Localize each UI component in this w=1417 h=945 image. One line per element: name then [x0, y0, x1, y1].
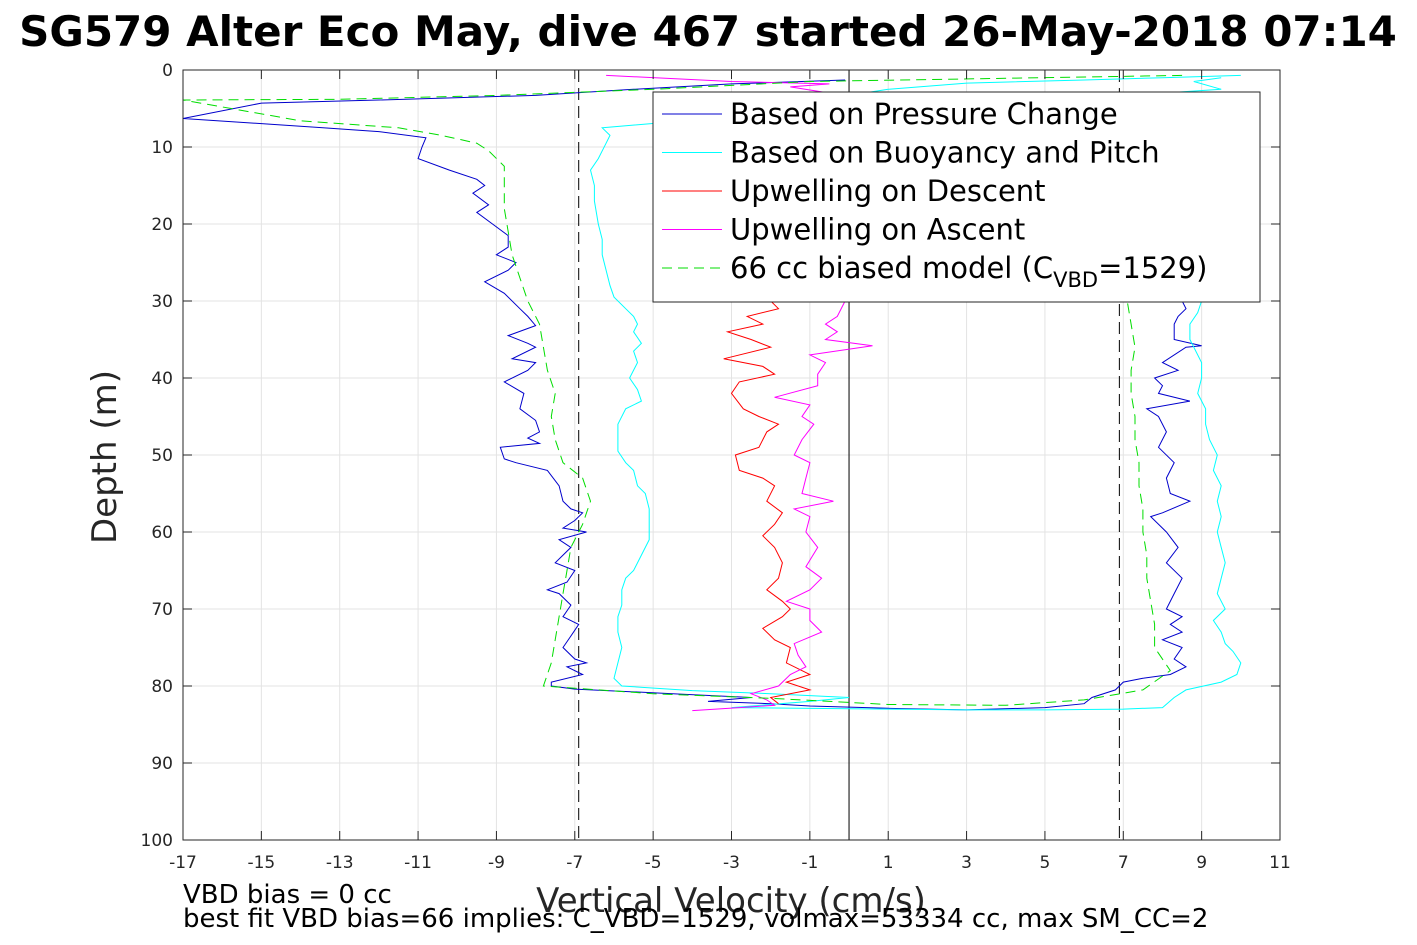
- x-axis-label: Vertical Velocity (cm/s): [536, 881, 926, 921]
- legend-label: Upwelling on Ascent: [730, 213, 1025, 247]
- x-tick-label: 1: [883, 853, 894, 873]
- x-tick-label: -3: [723, 853, 740, 873]
- x-tick-label: 9: [1196, 853, 1207, 873]
- vbd-bias-note: VBD bias = 0 cc: [183, 880, 392, 910]
- legend-label: Based on Pressure Change: [730, 97, 1118, 131]
- best-fit-note: best fit VBD bias=66 implies: C_VBD=1529…: [183, 904, 1208, 934]
- series-group: [182, 74, 1242, 712]
- legend-box: [652, 91, 1261, 303]
- x-tick-label: -5: [645, 853, 662, 873]
- x-tick-label: -17: [169, 853, 197, 873]
- series-line-3: [606, 74, 873, 712]
- legend-label: Upwelling on Descent: [730, 174, 1046, 208]
- y-tick-label: 10: [151, 138, 173, 158]
- y-tick-label: 100: [141, 831, 173, 851]
- series-line-2: [672, 127, 812, 705]
- series-line-0: [182, 79, 1202, 711]
- y-tick-label: 80: [151, 677, 173, 697]
- x-tick-label: 3: [961, 853, 972, 873]
- legend-label: Based on Buoyancy and Pitch: [730, 136, 1160, 170]
- y-tick-label: 30: [151, 292, 173, 312]
- y-tick-label: 20: [151, 215, 173, 235]
- y-tick-label: 60: [151, 523, 173, 543]
- y-ticks: 0 10 20 30 40 50 60 70 80 90 100: [141, 61, 1280, 851]
- y-tick-label: 50: [151, 446, 173, 466]
- legend: Based on Pressure Change Based on Buoyanc…: [652, 91, 1261, 303]
- x-tick-label: -15: [247, 853, 275, 873]
- x-tick-label: 11: [1269, 853, 1291, 873]
- y-tick-label: 90: [151, 754, 173, 774]
- chart-title: SG579 Alter Eco May, dive 467 started 26…: [19, 7, 1397, 56]
- series-line-4: [182, 74, 1183, 706]
- x-tick-label: -1: [801, 853, 818, 873]
- x-tick-label: 7: [1118, 853, 1129, 873]
- y-axis-label: Depth (m): [85, 370, 125, 544]
- x-tick-label: 5: [1040, 853, 1051, 873]
- series-line-1: [589, 74, 1242, 711]
- x-tick-label: -7: [566, 853, 583, 873]
- y-tick-label: 0: [162, 61, 173, 81]
- y-tick-label: 40: [151, 369, 173, 389]
- x-tick-label: -11: [404, 853, 432, 873]
- y-tick-label: 70: [151, 600, 173, 620]
- legend-label: 66 cc biased model (CVBD=1529): [730, 251, 1208, 292]
- x-tick-label: -9: [488, 853, 505, 873]
- x-tick-label: -13: [326, 853, 354, 873]
- x-ticks: -17 -15 -13 -11 -9 -7 -5 -3 -1 1 3 5 7 9 11: [169, 70, 1291, 873]
